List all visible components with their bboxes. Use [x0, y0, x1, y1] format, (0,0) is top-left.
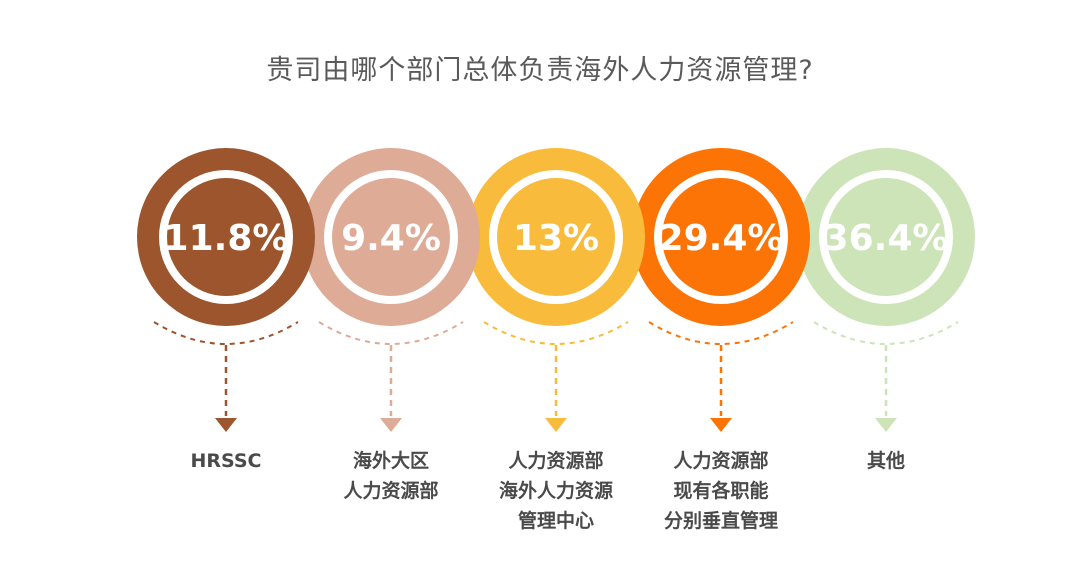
value-label: 11.8% [164, 218, 289, 259]
dashed-arc [483, 321, 629, 345]
value-label: 13% [513, 218, 599, 259]
bubble-inner-disc [497, 178, 615, 296]
category-label-3: 人力资源部海外人力资源 管理中心 [466, 446, 646, 536]
category-label-4: 人力资源部现有各职能分别垂直管理 [631, 446, 811, 536]
category-label-line: HRSSC [190, 450, 262, 472]
category-label-line: 人力资源部 [508, 450, 604, 472]
dashed-arc [318, 321, 464, 345]
arrow-head [215, 418, 237, 432]
category-label-line: 海外大区 [352, 450, 429, 472]
arrow-head [710, 418, 732, 432]
value-label: 36.4% [824, 218, 949, 259]
bubble-inner-disc [167, 178, 285, 296]
arrow-head [545, 418, 567, 432]
category-label-line: 其他 [866, 450, 905, 472]
arrow-head [875, 418, 897, 432]
bubble-4: 29.4% [632, 148, 810, 432]
dashed-arc [153, 321, 299, 345]
bubble-inner-disc [827, 178, 945, 296]
bubble-2: 9.4% [302, 148, 480, 432]
category-label-1: HRSSC [136, 446, 316, 476]
dashed-arc [813, 321, 959, 345]
bubble-inner-disc [662, 178, 780, 296]
bubble-3: 13% [467, 148, 645, 432]
category-label-line: 分别垂直管理 [663, 510, 778, 532]
category-label-line: 海外人力资源 [498, 480, 613, 502]
bubble-5: 36.4% [797, 148, 975, 432]
category-label-line: 现有各职能 [673, 480, 769, 502]
category-label-2: 海外大区 人力资源部 [301, 446, 481, 506]
value-label: 9.4% [341, 218, 441, 259]
category-label-line: 人力资源部 [343, 480, 439, 502]
value-label: 29.4% [659, 218, 784, 259]
bubble-inner-disc [332, 178, 450, 296]
category-label-line: 人力资源部 [673, 450, 769, 472]
arrow-head [380, 418, 402, 432]
bubble-1: 11.8% [137, 148, 315, 432]
chart-title: 贵司由哪个部门总体负责海外人力资源管理? [266, 55, 814, 86]
category-label-5: 其他 [796, 446, 976, 476]
dashed-arc [648, 321, 794, 345]
category-label-line: 管理中心 [517, 510, 594, 532]
